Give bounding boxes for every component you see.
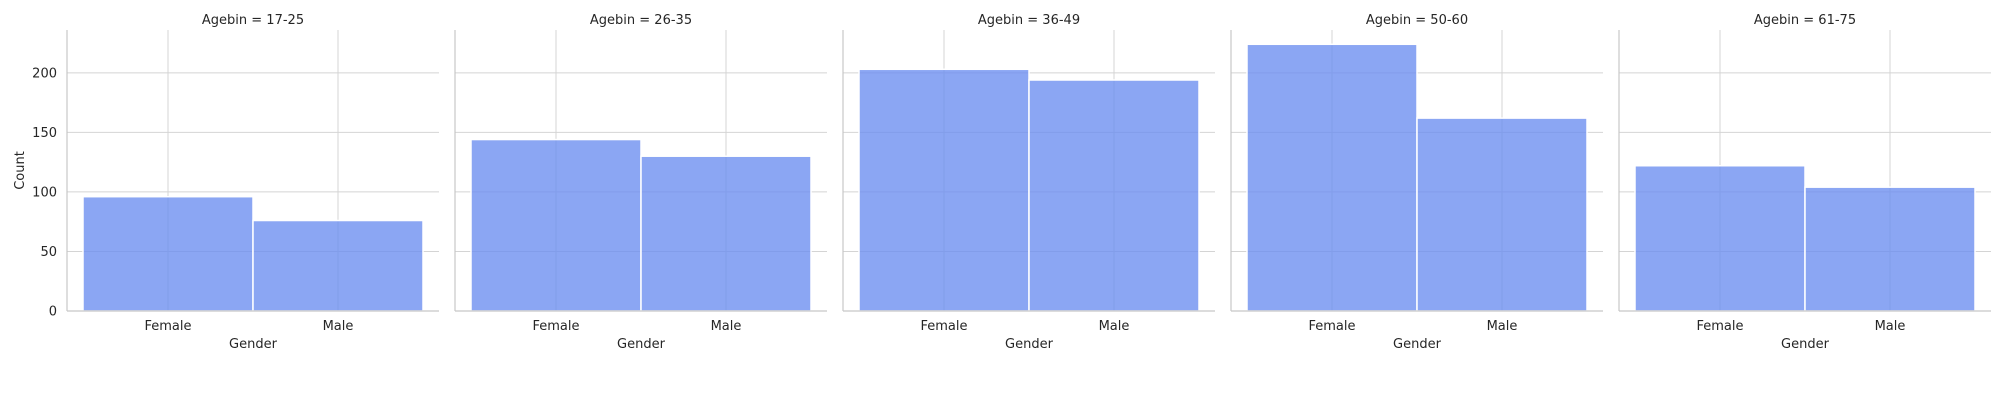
x-tick-label: Female	[1696, 319, 1743, 334]
y-tick-label: 0	[49, 305, 57, 320]
x-tick-label: Female	[1308, 319, 1355, 334]
x-axis-label: Gender	[1005, 337, 1054, 352]
x-axis-label: Gender	[229, 337, 278, 352]
bar-male	[1804, 186, 1976, 312]
x-tick-label: Male	[1875, 319, 1906, 334]
x-tick-label: Female	[920, 319, 967, 334]
bar-male	[1416, 117, 1588, 312]
bar-male	[1028, 79, 1200, 312]
bar-male	[252, 219, 424, 312]
bar-female	[82, 195, 254, 312]
x-tick-label: Female	[532, 319, 579, 334]
x-tick-label: Male	[1099, 319, 1130, 334]
x-axis-label: Gender	[1781, 337, 1830, 352]
x-tick-label: Male	[711, 319, 742, 334]
panel-title: Agebin = 50-60	[1366, 13, 1468, 28]
x-tick-label: Female	[144, 319, 191, 334]
panel-title: Agebin = 26-35	[590, 13, 692, 28]
bar-female	[470, 138, 642, 312]
y-axis-label: Count	[13, 151, 28, 190]
y-tick-label: 100	[32, 185, 57, 200]
bar-male	[640, 155, 812, 312]
y-tick-label: 150	[32, 126, 57, 141]
panel-title: Agebin = 36-49	[978, 13, 1080, 28]
y-tick-label: 200	[32, 66, 57, 81]
x-axis-label: Gender	[1393, 337, 1442, 352]
bar-female	[858, 68, 1030, 312]
x-tick-label: Male	[323, 319, 354, 334]
panel-title: Agebin = 17-25	[202, 13, 304, 28]
y-tick-label: 50	[40, 245, 57, 260]
bar-female	[1246, 43, 1418, 312]
x-axis-label: Gender	[617, 337, 666, 352]
x-tick-label: Male	[1487, 319, 1518, 334]
panel-title: Agebin = 61-75	[1754, 13, 1856, 28]
bar-female	[1634, 164, 1806, 312]
